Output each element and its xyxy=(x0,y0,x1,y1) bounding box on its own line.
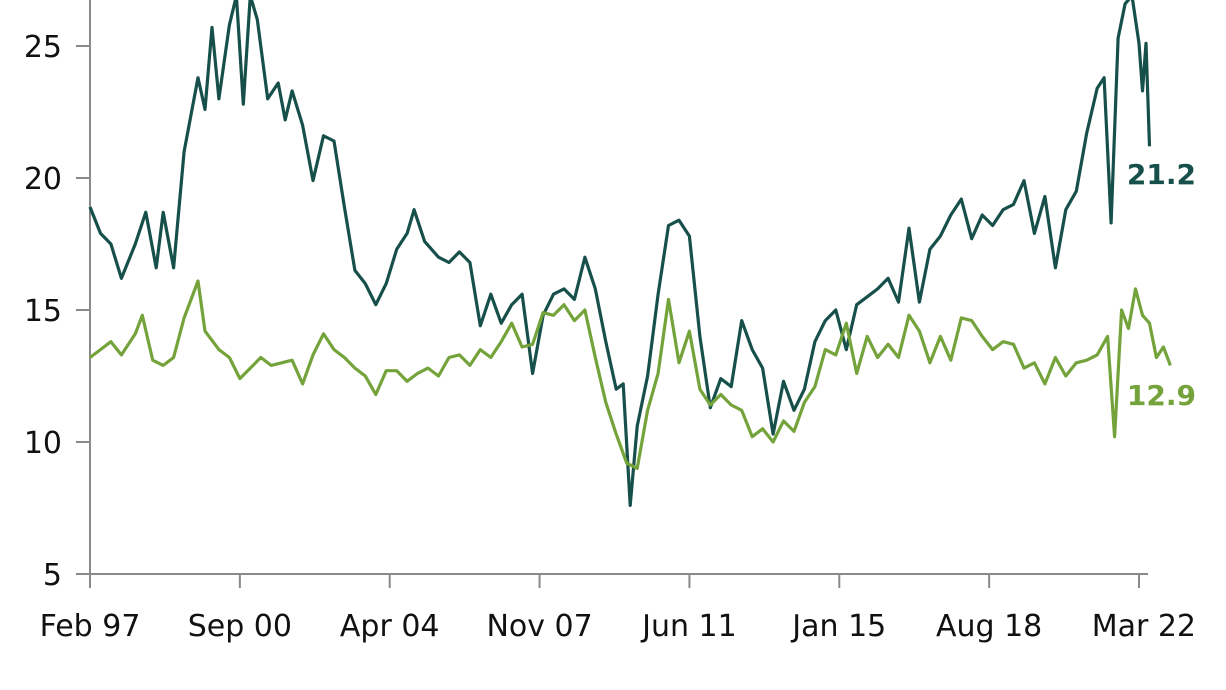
x-tick-label: Sep 00 xyxy=(188,609,292,644)
y-tick-label: 10 xyxy=(24,426,62,461)
y-tick-label: 25 xyxy=(24,30,62,65)
y-axis: 5 10 15 20 25 xyxy=(24,0,91,593)
series-end-label-1: 21.2 xyxy=(1127,158,1196,191)
x-tick-label: Jan 15 xyxy=(790,609,886,644)
series-layer xyxy=(88,0,1172,507)
x-tick-label: Mar 22 xyxy=(1092,609,1196,644)
y-tick-label: 5 xyxy=(43,558,62,593)
series-end-label-2: 12.9 xyxy=(1127,379,1196,412)
x-axis: Feb 97 Sep 00 Apr 04 Nov 07 Jun 11 Jan 15 Aug … xyxy=(40,573,1196,644)
series-line-2 xyxy=(89,279,1172,470)
end-labels: 21.2 12.9 xyxy=(1127,158,1196,412)
x-tick-label: Nov 07 xyxy=(486,609,592,644)
x-tick-label: Feb 97 xyxy=(40,609,141,644)
x-tick-label: Jun 11 xyxy=(640,609,737,644)
x-tick-label: Aug 18 xyxy=(936,609,1042,644)
x-tick-label: Apr 04 xyxy=(340,609,440,644)
y-tick-label: 15 xyxy=(24,294,62,329)
series-line-1 xyxy=(88,0,1152,507)
y-tick-label: 20 xyxy=(24,162,62,197)
